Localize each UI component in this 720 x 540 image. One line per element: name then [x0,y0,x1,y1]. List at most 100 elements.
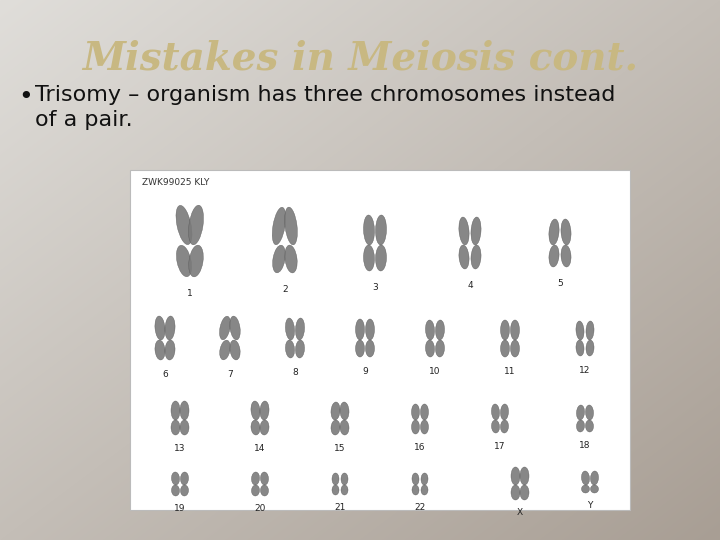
Text: 18: 18 [580,441,590,450]
Text: 17: 17 [494,442,505,451]
Ellipse shape [285,245,297,273]
Text: 16: 16 [414,443,426,452]
Ellipse shape [176,245,192,276]
Ellipse shape [577,420,585,432]
Ellipse shape [459,217,469,245]
Ellipse shape [341,473,348,485]
Text: 7: 7 [227,370,233,379]
Ellipse shape [171,485,179,496]
Ellipse shape [366,340,374,357]
Ellipse shape [171,401,180,420]
Text: 19: 19 [174,504,186,513]
Ellipse shape [171,472,179,485]
Text: 15: 15 [334,444,346,453]
Text: 21: 21 [334,503,346,512]
Ellipse shape [171,420,180,435]
Ellipse shape [412,485,419,495]
Ellipse shape [331,402,340,420]
Ellipse shape [260,401,269,420]
Text: 22: 22 [415,503,426,512]
Ellipse shape [561,219,571,245]
Text: 2: 2 [282,285,288,294]
Ellipse shape [285,340,294,358]
Text: 20: 20 [254,504,266,513]
Ellipse shape [251,401,260,420]
Ellipse shape [189,205,204,245]
Ellipse shape [180,401,189,420]
Ellipse shape [340,420,349,435]
Ellipse shape [500,420,508,433]
Ellipse shape [436,320,444,340]
Ellipse shape [549,219,559,245]
Ellipse shape [520,467,529,485]
Text: •: • [18,85,32,109]
Ellipse shape [590,485,598,493]
Ellipse shape [356,340,364,357]
Ellipse shape [459,245,469,269]
Ellipse shape [471,217,481,245]
Text: 11: 11 [504,367,516,376]
Ellipse shape [230,316,240,340]
Ellipse shape [332,485,339,495]
Ellipse shape [421,473,428,485]
Ellipse shape [220,316,230,340]
Text: Mistakes in Meiosis cont.: Mistakes in Meiosis cont. [82,40,638,78]
Ellipse shape [295,318,305,340]
Ellipse shape [295,340,305,358]
Ellipse shape [180,420,189,435]
Ellipse shape [585,420,593,432]
Ellipse shape [500,320,510,340]
Text: 10: 10 [429,367,441,376]
Ellipse shape [251,420,260,435]
Ellipse shape [511,485,520,500]
Ellipse shape [155,340,165,360]
Ellipse shape [189,245,203,277]
Ellipse shape [230,340,240,360]
Ellipse shape [561,245,571,267]
Text: Y: Y [588,501,593,510]
Ellipse shape [261,472,269,485]
Text: 6: 6 [162,370,168,379]
Text: 9: 9 [362,367,368,376]
Ellipse shape [176,205,192,245]
Ellipse shape [261,485,269,496]
Ellipse shape [586,321,594,340]
Ellipse shape [520,485,529,500]
Ellipse shape [284,207,297,245]
Ellipse shape [576,340,584,356]
Ellipse shape [341,485,348,495]
Ellipse shape [582,471,590,485]
Ellipse shape [586,340,594,356]
Ellipse shape [155,316,165,340]
Ellipse shape [412,473,419,485]
Ellipse shape [492,404,500,420]
Text: 3: 3 [372,283,378,292]
Ellipse shape [366,319,374,340]
Ellipse shape [364,245,374,271]
Ellipse shape [356,319,364,340]
Ellipse shape [426,340,434,357]
Ellipse shape [272,207,286,245]
Ellipse shape [510,320,520,340]
Ellipse shape [436,340,444,357]
Ellipse shape [340,402,349,420]
Ellipse shape [220,340,230,360]
Ellipse shape [165,316,175,340]
Text: 8: 8 [292,368,298,377]
Text: 13: 13 [174,444,186,453]
Ellipse shape [181,472,189,485]
Text: 14: 14 [254,444,266,453]
Text: 1: 1 [187,289,193,298]
Ellipse shape [364,215,374,245]
Ellipse shape [165,340,175,360]
Text: 12: 12 [580,366,590,375]
Ellipse shape [251,472,259,485]
Ellipse shape [181,485,189,496]
Ellipse shape [500,404,508,420]
Text: 5: 5 [557,279,563,288]
Ellipse shape [376,245,387,271]
Ellipse shape [273,245,285,273]
Ellipse shape [492,420,500,433]
Ellipse shape [577,405,585,420]
Text: X: X [517,508,523,517]
